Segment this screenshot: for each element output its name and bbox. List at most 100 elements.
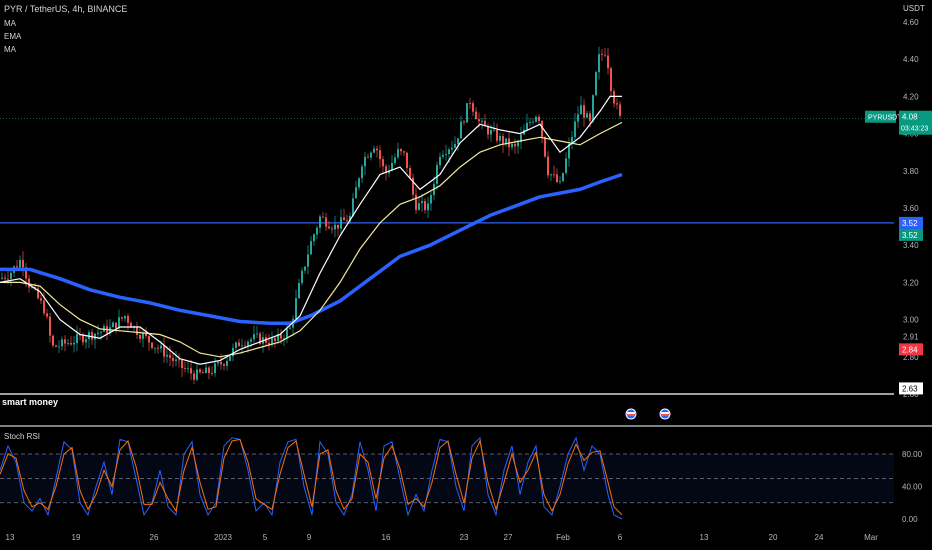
candle bbox=[346, 220, 348, 222]
candle bbox=[289, 327, 291, 329]
candle bbox=[526, 122, 528, 130]
symbol-badge[interactable] bbox=[865, 110, 896, 123]
candle bbox=[472, 103, 474, 112]
candle bbox=[604, 54, 606, 56]
candle bbox=[382, 159, 384, 167]
candle bbox=[310, 241, 312, 255]
candle bbox=[316, 227, 318, 235]
price-tick-label: 4.60 bbox=[903, 18, 919, 27]
candle bbox=[406, 152, 408, 169]
candle bbox=[571, 137, 573, 144]
candle bbox=[169, 354, 171, 358]
candle bbox=[334, 224, 336, 230]
candle bbox=[247, 341, 249, 346]
candle bbox=[364, 156, 366, 167]
time-tick-label: 13 bbox=[700, 533, 709, 542]
candle bbox=[361, 166, 363, 179]
candle bbox=[607, 55, 609, 69]
candle bbox=[226, 360, 228, 366]
candle bbox=[10, 272, 12, 279]
candle bbox=[367, 156, 369, 158]
price-axis[interactable]: 4.604.404.204.003.803.603.403.203.002.91… bbox=[865, 18, 932, 399]
candle bbox=[301, 270, 303, 283]
time-axis[interactable]: 13 19 26 2023 5 9 16 23 27 Feb 6 13 20 24 Mar bbox=[6, 533, 879, 542]
price-badge[interactable] bbox=[899, 228, 923, 241]
candle bbox=[373, 148, 375, 153]
candle bbox=[403, 151, 405, 153]
time-tick-label: 26 bbox=[150, 533, 159, 542]
candle bbox=[514, 143, 516, 147]
indicator-ema-label[interactable]: EMA bbox=[4, 32, 22, 41]
candle bbox=[562, 173, 564, 182]
candle bbox=[376, 148, 378, 151]
time-tick-label: 9 bbox=[307, 533, 312, 542]
candle bbox=[136, 326, 138, 335]
candle bbox=[52, 335, 54, 346]
candle bbox=[97, 332, 99, 334]
candle bbox=[343, 217, 345, 221]
candle bbox=[229, 356, 231, 361]
candle bbox=[211, 373, 213, 374]
candle bbox=[151, 342, 153, 349]
ema-white-line[interactable] bbox=[0, 95, 622, 365]
price-tick-label: 2.80 bbox=[903, 353, 919, 362]
candle bbox=[304, 266, 306, 271]
candle bbox=[490, 129, 492, 135]
candle bbox=[178, 359, 180, 361]
candle bbox=[454, 144, 456, 148]
candle bbox=[517, 142, 519, 147]
candle bbox=[616, 103, 618, 105]
time-tick-label: 24 bbox=[815, 533, 824, 542]
stoch-rsi-title[interactable]: Stoch RSI bbox=[4, 432, 41, 441]
candle bbox=[241, 345, 243, 347]
candle bbox=[589, 113, 591, 122]
event-icon[interactable] bbox=[625, 408, 637, 420]
price-pane[interactable] bbox=[0, 46, 894, 385]
candle bbox=[190, 368, 192, 374]
candle bbox=[322, 216, 324, 218]
candle bbox=[160, 345, 162, 349]
price-badge[interactable] bbox=[899, 216, 923, 229]
candle bbox=[568, 143, 570, 159]
price-tick-label: 3.40 bbox=[903, 241, 919, 250]
candle bbox=[166, 354, 168, 357]
candle bbox=[412, 177, 414, 195]
last-price-badge[interactable] bbox=[899, 110, 932, 135]
ma-yellow-line[interactable] bbox=[0, 121, 623, 358]
candle bbox=[1, 277, 3, 279]
indicator-ma-label[interactable]: MA bbox=[4, 19, 16, 28]
ma-blue-line[interactable] bbox=[0, 172, 623, 326]
candle bbox=[43, 300, 45, 314]
candle bbox=[502, 136, 504, 145]
candle bbox=[319, 216, 321, 228]
candle bbox=[31, 287, 33, 288]
candle bbox=[493, 129, 495, 131]
price-badge[interactable] bbox=[899, 343, 923, 356]
candle bbox=[91, 332, 93, 340]
price-badge[interactable] bbox=[899, 382, 923, 395]
stoch-d-line[interactable] bbox=[0, 438, 623, 516]
candle bbox=[439, 156, 441, 166]
candle bbox=[19, 260, 21, 268]
event-icon[interactable] bbox=[659, 408, 671, 420]
candle bbox=[100, 331, 102, 333]
candle bbox=[457, 138, 459, 145]
time-tick-label: 6 bbox=[618, 533, 623, 542]
candle bbox=[295, 298, 297, 319]
candle bbox=[298, 282, 300, 299]
candle bbox=[277, 334, 279, 341]
candle bbox=[619, 104, 621, 116]
stoch-rsi-pane[interactable]: 80.00 40.00 0.00 bbox=[0, 436, 923, 524]
price-badge-value: 2.84 bbox=[902, 345, 918, 354]
candle bbox=[577, 114, 579, 122]
candle bbox=[574, 121, 576, 138]
candle bbox=[370, 152, 372, 158]
candle bbox=[181, 359, 183, 369]
candle bbox=[256, 333, 258, 335]
candle bbox=[535, 116, 537, 122]
stoch-k-line[interactable] bbox=[0, 436, 623, 520]
indicator-ma2-label[interactable]: MA bbox=[4, 45, 16, 54]
candle bbox=[511, 143, 513, 148]
candle bbox=[418, 203, 420, 210]
